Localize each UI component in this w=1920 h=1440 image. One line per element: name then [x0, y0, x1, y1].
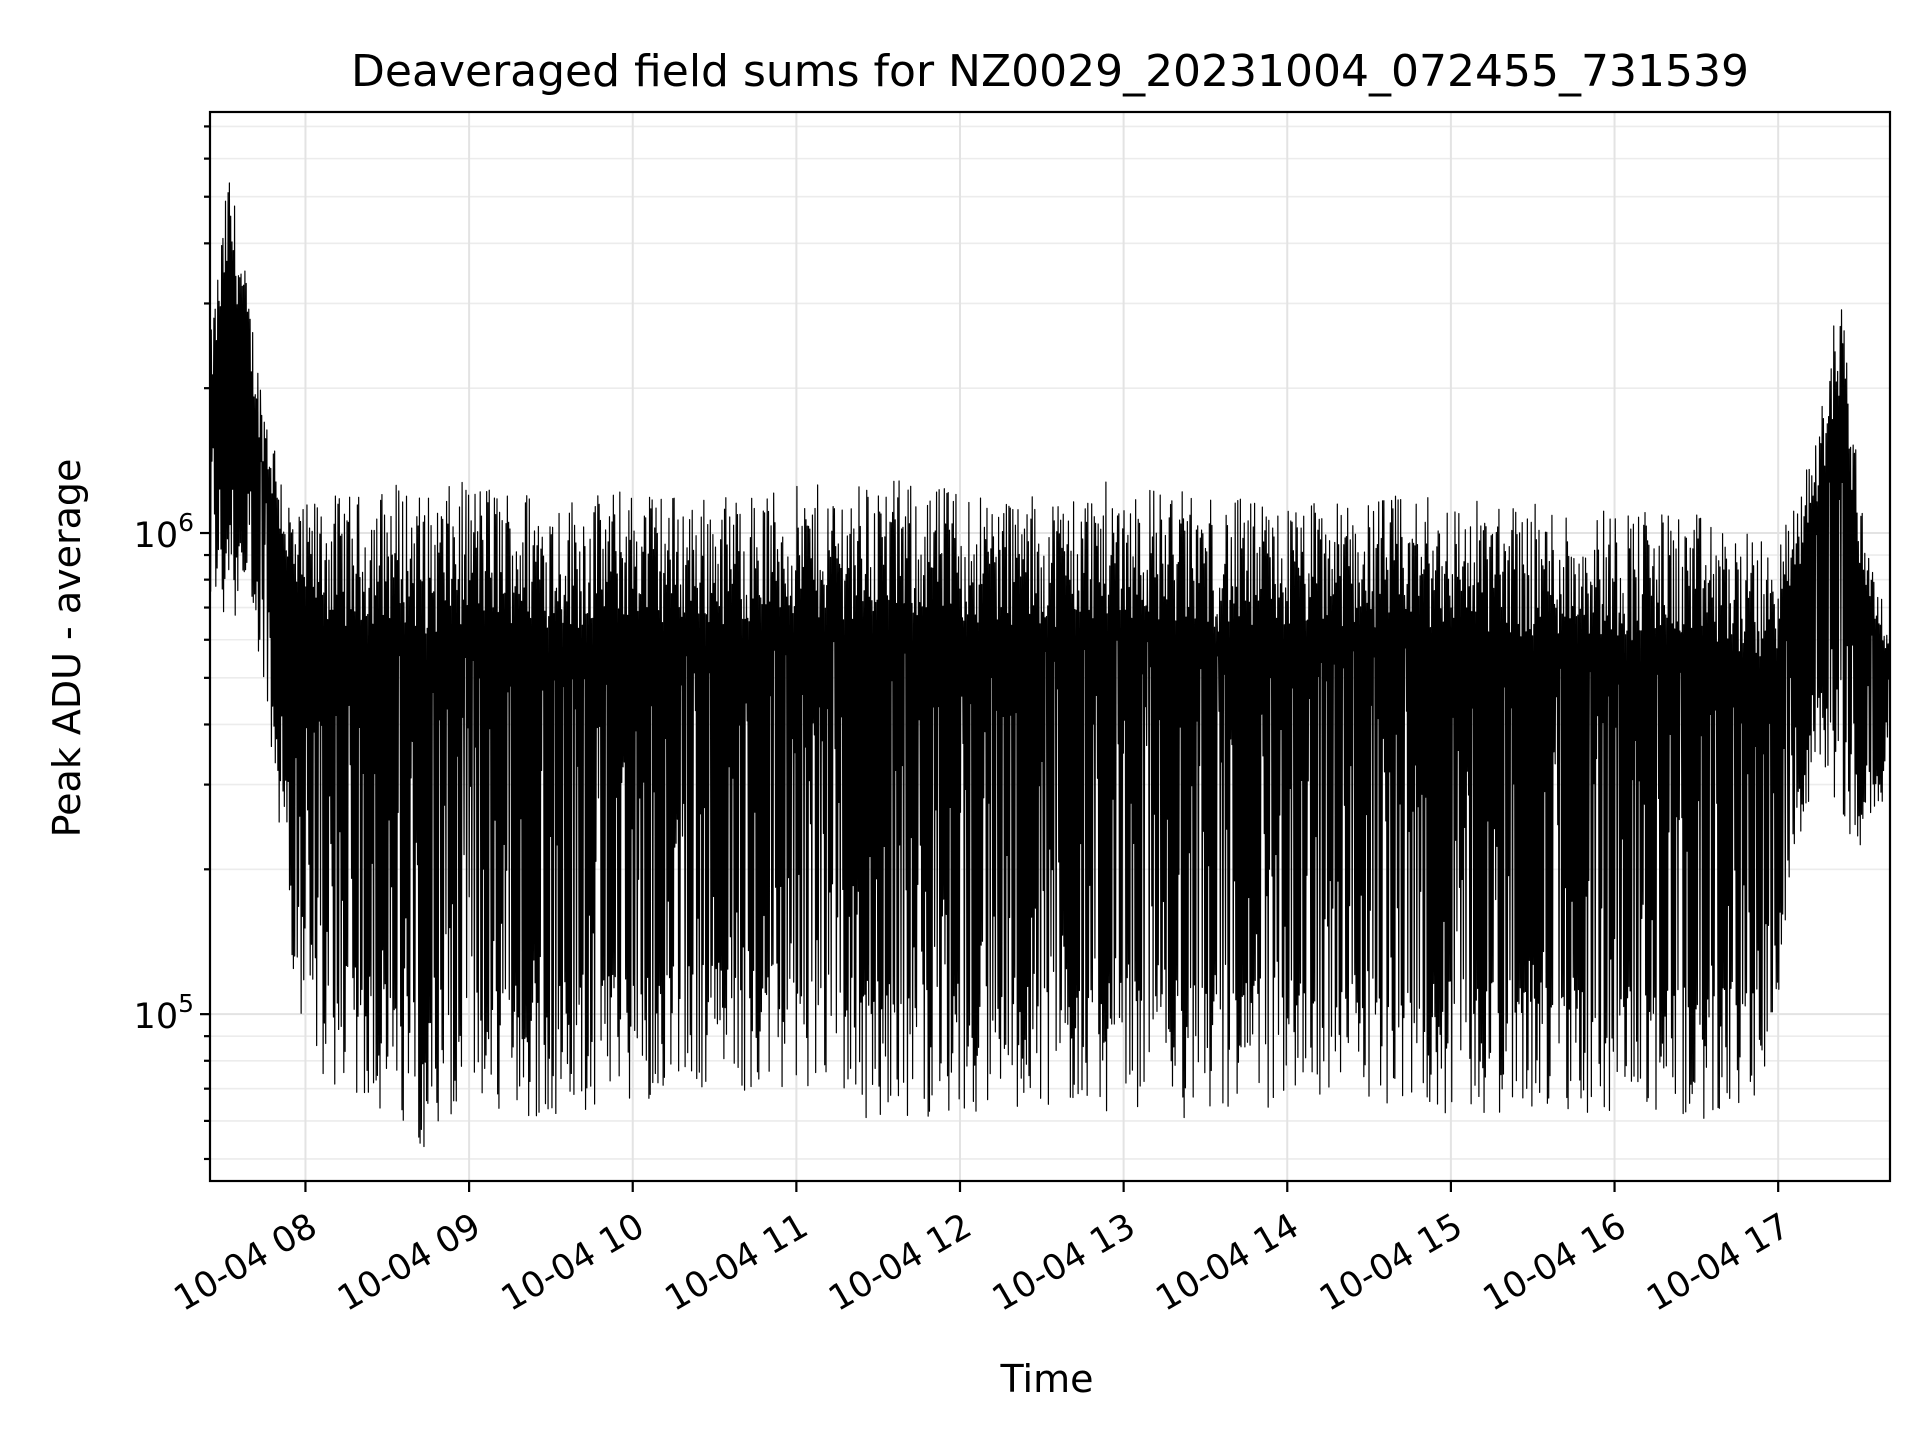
plot-frame — [208, 110, 1892, 1183]
y-axis-label: Peak ADU - average — [45, 459, 89, 838]
y-tick-label: 106 — [134, 508, 194, 556]
x-axis-label: Time — [1000, 1357, 1094, 1401]
x-tick-label: 10-04 08 — [168, 1206, 324, 1319]
x-tick-label: 10-04 14 — [1149, 1206, 1305, 1319]
x-tick-label: 10-04 11 — [659, 1206, 815, 1319]
x-tick-label: 10-04 15 — [1313, 1206, 1469, 1319]
x-tick-label: 10-04 16 — [1477, 1206, 1633, 1319]
x-tick-label: 10-04 13 — [986, 1206, 1142, 1319]
x-tick-label: 10-04 12 — [822, 1206, 978, 1319]
x-tick-label: 10-04 17 — [1640, 1206, 1796, 1319]
chart-title: Deaveraged field sums for NZ0029_2023100… — [351, 46, 1749, 97]
series-group — [209, 182, 1891, 1148]
x-axis-ticks: 10-04 08 10-04 09 10-04 10 10-04 11 10-04 12… — [168, 1181, 1797, 1319]
y-tick-label: 105 — [134, 989, 194, 1037]
x-tick-label: 10-04 10 — [495, 1206, 651, 1319]
x-tick-label: 10-04 09 — [331, 1206, 487, 1319]
y-axis-ticks: 105 106 — [134, 125, 210, 1161]
series-line — [209, 182, 1891, 1148]
